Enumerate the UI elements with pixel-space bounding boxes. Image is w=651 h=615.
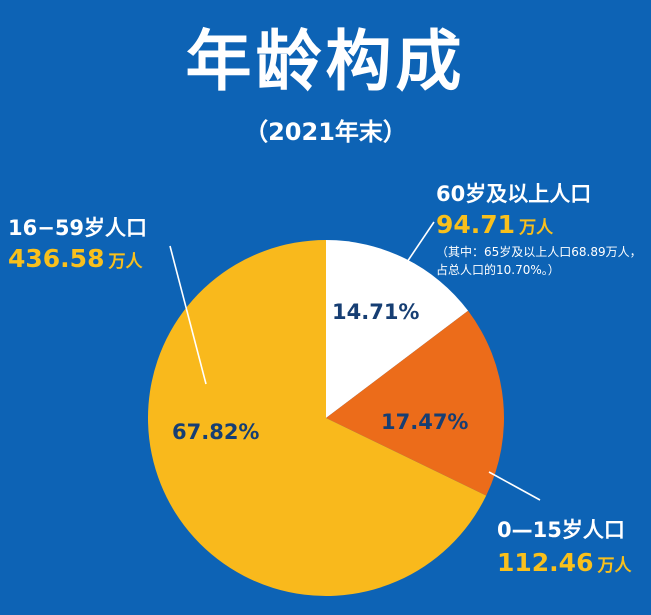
label-children: 0—15岁人口 112.46 万人 [497,514,631,577]
label-working-value-row: 436.58 万人 [8,244,147,273]
label-working: 16−59岁人口 436.58 万人 [8,212,147,273]
pie-slice-children [326,310,504,496]
label-senior-note-1: （其中：65岁及以上人口68.89万人， [436,245,642,259]
pie-slice-senior [326,240,469,418]
pie-slice-working [147,240,487,596]
label-children-value-row: 112.46 万人 [497,548,631,577]
percent-label-senior: 14.71% [332,300,420,324]
page-subtitle: （2021年末） [244,118,407,146]
label-senior-value: 94.71 [436,210,516,239]
label-senior-value-row: 94.71 万人 [436,210,642,239]
percent-label-working: 67.82% [172,420,260,444]
label-children-value: 112.46 [497,548,594,577]
percent-label-children: 17.47% [381,410,469,434]
label-senior: 60岁及以上人口 94.71 万人 （其中：65岁及以上人口68.89万人， 占总… [436,178,642,279]
label-senior-category: 60岁及以上人口 [436,182,592,206]
label-senior-unit: 万人 [519,218,554,238]
leader-line-children [488,471,541,501]
label-children-unit: 万人 [597,556,632,576]
label-working-value: 436.58 [8,244,105,273]
label-children-category: 0—15岁人口 [497,518,625,542]
leader-line-working [169,245,207,385]
label-senior-note-2: 占总人口的10.70%。） [436,263,560,277]
page-title: 年龄构成 [185,23,466,100]
leader-line-senior [402,221,435,269]
label-working-unit: 万人 [108,252,143,272]
label-working-category: 16−59岁人口 [8,216,148,240]
